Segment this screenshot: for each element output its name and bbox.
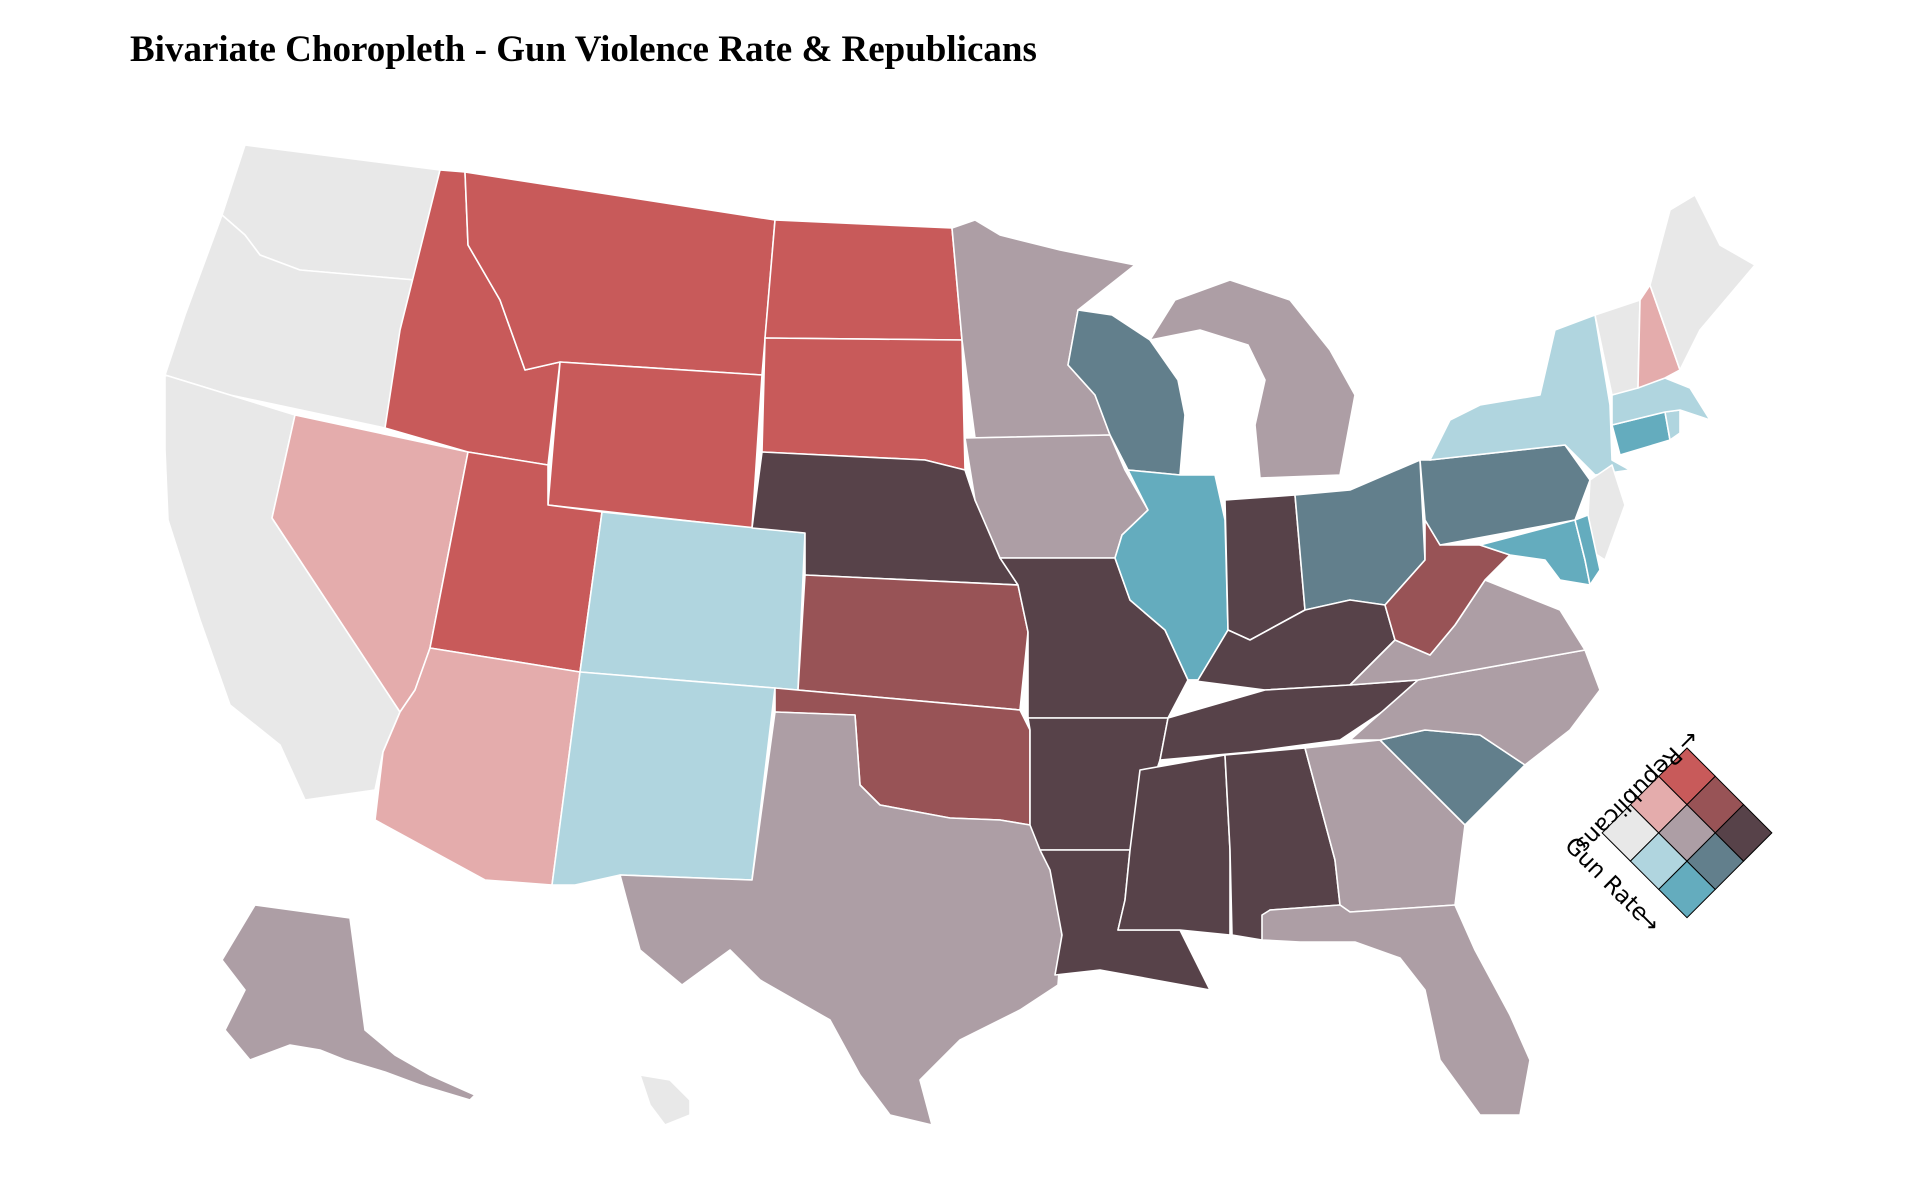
state-new-york[interactable]: New York <box>1429 314 1631 476</box>
map-title: Bivariate Choropleth - Gun Violence Rate… <box>130 29 1037 70</box>
state-colorado[interactable]: Colorado <box>579 511 806 691</box>
state-florida[interactable]: Florida <box>1261 904 1531 1116</box>
state-new-hampshire[interactable]: New Hampshire <box>1637 284 1681 389</box>
state-massachusetts[interactable]: Massachusetts <box>1611 377 1711 426</box>
state-hawaii[interactable]: Hawaii <box>639 1074 691 1126</box>
state-delaware[interactable]: Delaware <box>1574 514 1601 586</box>
state-north-dakota[interactable]: North Dakota <box>764 219 963 341</box>
state-wyoming[interactable]: Wyoming <box>547 361 763 529</box>
state-kansas[interactable]: Kansas <box>797 574 1029 711</box>
states-layer: Washington Oregon California Nevada Idah… <box>164 144 1756 1126</box>
state-michigan[interactable]: Michigan <box>1149 279 1356 479</box>
bivariate-legend: Gun Rate → Republicans ← <box>1559 724 1773 938</box>
state-texas[interactable]: Texas <box>619 711 1063 1126</box>
state-alaska[interactable]: Alaska <box>221 904 476 1101</box>
state-new-mexico[interactable]: New Mexico <box>551 671 776 886</box>
state-south-dakota[interactable]: South Dakota <box>761 337 966 471</box>
legend-cell <box>1714 803 1773 862</box>
state-maine[interactable]: Maine <box>1649 194 1756 371</box>
